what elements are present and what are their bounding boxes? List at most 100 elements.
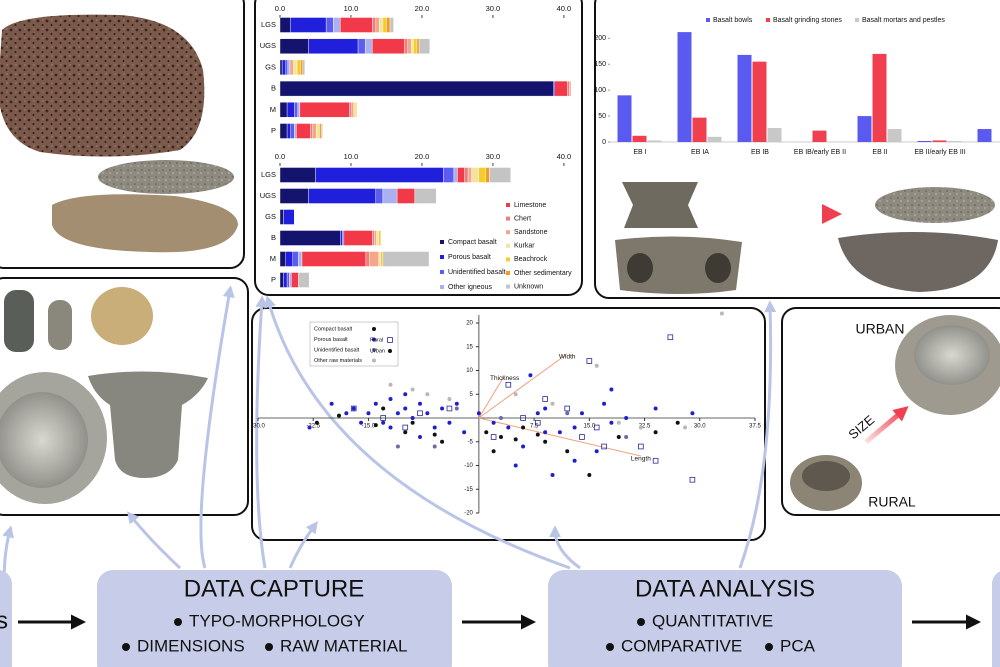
stone-photo: [52, 194, 238, 253]
bar-segment: [279, 188, 309, 204]
chart-panel: [254, 0, 583, 296]
legend-marker: [372, 337, 376, 342]
y-tick-label: -10: [464, 463, 473, 469]
x-tick-label: EB IA: [691, 149, 709, 156]
box-item: DIMENSIONS: [137, 636, 245, 655]
bar-segment: [382, 251, 430, 267]
point: [572, 425, 577, 430]
x-tick-label: -30.0: [251, 424, 265, 430]
loading-vector: [478, 374, 506, 419]
legend-swatch: [506, 243, 510, 248]
x-tick-label: 20.0: [415, 4, 430, 13]
point: [667, 334, 674, 341]
x-tick-label: 30.0: [486, 152, 501, 161]
y-tick-label: 10: [466, 368, 473, 374]
legend-swatch: [706, 18, 710, 22]
legend-box: [309, 321, 399, 367]
box-title: s: [0, 607, 8, 634]
bar: [812, 130, 827, 142]
y-tick-label: UGS: [260, 41, 276, 50]
legend-swatch: [855, 18, 859, 22]
bar-segment: [315, 123, 319, 139]
point: [410, 420, 415, 425]
bar: [767, 128, 782, 142]
legend-swatch: [506, 257, 510, 262]
point: [579, 434, 585, 440]
bar-segment: [407, 38, 412, 54]
bullet: [637, 618, 645, 626]
y-tick-label: 5: [470, 392, 474, 398]
bar: [632, 135, 647, 142]
bullet: [122, 643, 130, 651]
y-tick-label: -5: [468, 439, 474, 445]
y-tick-label: 15: [466, 344, 473, 350]
y-tick-label: 150: [594, 61, 606, 68]
point: [513, 392, 518, 397]
y-tick-label: B: [271, 84, 276, 93]
bar-segment: [325, 17, 334, 33]
bar: [977, 129, 992, 142]
point: [689, 476, 696, 483]
size-arrow: [864, 406, 909, 444]
bar-segment: [315, 167, 444, 183]
vector-label: Length: [631, 456, 651, 463]
y-tick-label: -15: [464, 487, 473, 493]
point: [521, 444, 526, 449]
point: [402, 424, 409, 431]
point: [395, 411, 400, 416]
bar-segment: [375, 17, 380, 33]
bar-segment: [279, 209, 284, 225]
bar-segment: [293, 59, 298, 76]
box-title: DATA CAPTURE: [184, 575, 364, 602]
bar: [917, 140, 932, 142]
x-tick-label: 0.0: [275, 152, 285, 161]
bar: [647, 140, 662, 142]
bar-segment: [372, 17, 377, 33]
bar-chart: EB I EB IA EB IB EB IB/early EB II EB II EB I…: [608, 17, 1000, 156]
point: [425, 411, 430, 416]
point: [521, 425, 526, 430]
bar-segment: [414, 188, 437, 204]
point: [410, 387, 415, 392]
point: [417, 435, 422, 439]
bar-segment: [342, 230, 345, 246]
point: [602, 401, 607, 406]
x-tick-label: EB I: [633, 149, 646, 156]
point: [593, 424, 600, 431]
point: [440, 406, 445, 411]
point: [719, 311, 724, 316]
bullet: [765, 643, 773, 651]
x-tick-label: 30.0: [694, 424, 706, 430]
bowl-photo: [838, 231, 998, 292]
legend-label: Unidentified basalt: [314, 347, 360, 353]
x-tick-label: EB IB: [751, 149, 769, 156]
flow-arrow: [738, 300, 777, 569]
bar-segment: [478, 167, 487, 183]
point: [373, 401, 378, 406]
bowl-photo: [88, 371, 208, 478]
bar-segment: [372, 38, 405, 54]
x-tick-label: 40.0: [557, 152, 572, 161]
legend-label: Unknown: [514, 283, 543, 290]
point: [462, 430, 467, 435]
x-tick-label: 30.0: [486, 4, 501, 13]
point: [454, 406, 459, 411]
legend-label: Chert: [514, 215, 531, 222]
point: [543, 406, 548, 411]
bar-segment: [298, 272, 310, 288]
bar-segment: [279, 230, 341, 246]
bar-segment: [464, 167, 469, 183]
bar-segment: [372, 230, 375, 246]
bar-segment: [279, 123, 288, 139]
x-tick-label: -15.0: [362, 424, 376, 430]
point: [432, 432, 437, 437]
bar-segment: [287, 59, 291, 76]
legend-label: Beachrock: [514, 256, 548, 263]
bar-segment: [319, 123, 322, 139]
charts: 0.0 10.0 20.0 30.0 40.0 LGS UGS GS B M P 0.0 10.0 20.…: [251, 4, 1000, 517]
bar-segment: [369, 251, 379, 267]
bar-segment: [298, 251, 303, 267]
legend-label: Unidentified basalt: [448, 269, 506, 276]
legend-marker: [388, 349, 392, 353]
